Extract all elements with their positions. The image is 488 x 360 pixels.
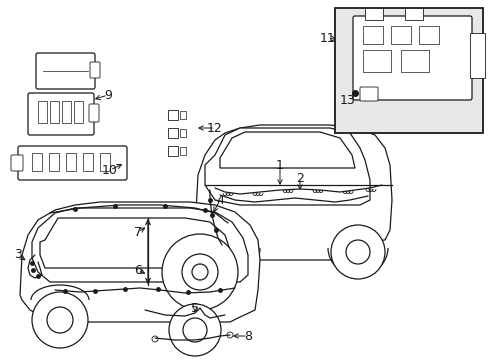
Bar [180, 129, 185, 137]
Bar [469, 33, 484, 78]
Bar [168, 146, 178, 156]
Bar [38, 101, 47, 123]
Bar [334, 8, 482, 133]
Circle shape [47, 307, 73, 333]
Bar [32, 153, 42, 171]
Polygon shape [20, 202, 260, 322]
Circle shape [183, 318, 206, 342]
FancyBboxPatch shape [89, 104, 99, 122]
Text: 7: 7 [134, 225, 142, 239]
Text: 13: 13 [340, 94, 355, 107]
Polygon shape [32, 208, 247, 282]
Polygon shape [204, 128, 369, 205]
Bar [362, 26, 382, 44]
Circle shape [330, 225, 384, 279]
Circle shape [218, 240, 242, 264]
Circle shape [346, 240, 369, 264]
FancyBboxPatch shape [28, 93, 94, 135]
Circle shape [162, 234, 238, 310]
Polygon shape [220, 132, 354, 168]
Text: 8: 8 [244, 329, 251, 342]
Text: 5: 5 [191, 302, 199, 315]
Bar [400, 50, 428, 72]
FancyBboxPatch shape [36, 53, 95, 89]
Text: 1: 1 [276, 158, 284, 171]
Bar [364, 8, 382, 20]
Circle shape [152, 336, 158, 342]
FancyBboxPatch shape [90, 62, 100, 78]
Text: 4: 4 [216, 194, 224, 207]
Polygon shape [195, 125, 391, 260]
Text: 9: 9 [104, 89, 112, 102]
Bar [180, 111, 185, 119]
Text: 11: 11 [320, 32, 335, 45]
Polygon shape [40, 218, 229, 268]
Bar [404, 8, 422, 20]
Bar [168, 110, 178, 120]
Text: 2: 2 [295, 171, 304, 185]
Text: 3: 3 [14, 248, 22, 261]
FancyBboxPatch shape [352, 16, 471, 100]
Text: 10: 10 [102, 163, 118, 176]
Circle shape [182, 254, 218, 290]
Bar [100, 153, 110, 171]
FancyBboxPatch shape [18, 146, 127, 180]
Bar [168, 128, 178, 138]
Text: 12: 12 [207, 122, 223, 135]
Bar [390, 26, 410, 44]
Circle shape [192, 264, 207, 280]
Bar [362, 50, 390, 72]
FancyBboxPatch shape [11, 155, 23, 171]
Bar [180, 147, 185, 155]
Bar [66, 153, 76, 171]
Bar [50, 101, 59, 123]
Circle shape [203, 225, 257, 279]
Bar [49, 153, 59, 171]
Circle shape [32, 292, 88, 348]
Bar [418, 26, 438, 44]
Bar [83, 153, 93, 171]
Text: 6: 6 [134, 264, 142, 276]
Circle shape [169, 304, 221, 356]
Bar [74, 101, 83, 123]
Bar [62, 101, 71, 123]
Circle shape [226, 332, 232, 338]
FancyBboxPatch shape [359, 87, 377, 101]
